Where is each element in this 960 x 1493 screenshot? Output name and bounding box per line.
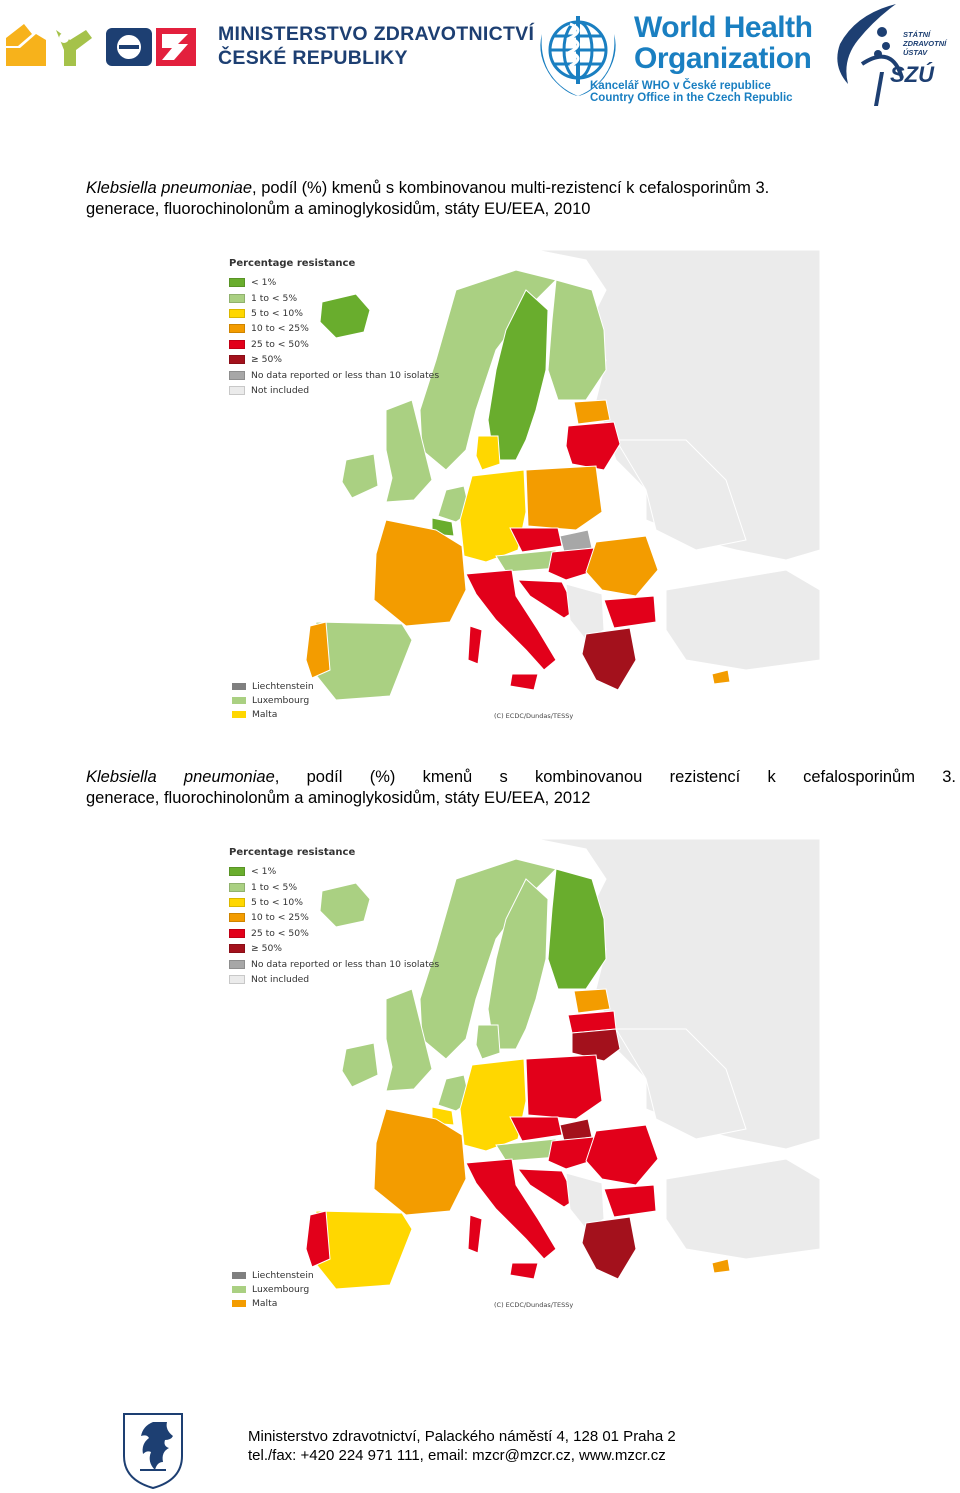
legend-item: < 1% [229,275,439,290]
small-country-item: Malta [232,1296,314,1310]
ministry-name: MINISTERSTVO ZDRAVOTNICTVÍ ČESKÉ REPUBLI… [218,22,534,70]
footer-address: Ministerstvo zdravotnictví, Palackého ná… [248,1427,676,1465]
caption-2010: Klebsiella pneumoniae, podíl (%) kmenů s… [86,178,956,220]
caption-2012-line1: Klebsiella pneumoniae, podíl (%) kmenů s… [86,767,956,788]
legend-2012: Percentage resistance < 1% 1 to < 5% 5 t… [229,847,439,987]
caption-2012: Klebsiella pneumoniae, podíl (%) kmenů s… [86,767,956,809]
legend-item: No data reported or less than 10 isolate… [229,956,439,971]
caption-2010-line1: Klebsiella pneumoniae, podíl (%) kmenů s… [86,178,956,199]
small-country-item: Luxembourg [232,1282,314,1296]
who-sub1: Kancelář WHO v České republice [590,80,771,92]
legend-item: ≥ 50% [229,941,439,956]
legend-item: < 1% [229,864,439,879]
legend-item: 10 to < 25% [229,321,439,336]
legend-item: No data reported or less than 10 isolate… [229,367,439,382]
legend-item: 10 to < 25% [229,910,439,925]
ministry-line2: ČESKÉ REPUBLIKY [218,47,408,69]
small-countries-legend-2012: Liechtenstein Luxembourg Malta [232,1268,314,1310]
who-emblem-icon [540,16,616,96]
small-countries-legend-2010: Liechtenstein Luxembourg Malta [232,679,314,721]
legend-item: 5 to < 10% [229,895,439,910]
legend-item: 25 to < 50% [229,926,439,941]
map-2012-graphic [305,839,820,1290]
legend-item: Not included [229,972,439,987]
who-name: World Health Organization [634,11,813,75]
szu-logo-icon: SZÚ [837,4,935,106]
caption-2012-line2: generace, fluorochinolonům a aminoglykos… [86,789,591,807]
footer-line1: Ministerstvo zdravotnictví, Palackého ná… [248,1428,676,1445]
map-2010: Percentage resistance < 1% 1 to < 5% 5 t… [226,250,820,724]
legend-item: ≥ 50% [229,352,439,367]
legend-item: 1 to < 5% [229,879,439,894]
caption-2010-rest: , podíl (%) kmenů s kombinovanou multi-r… [252,179,770,197]
who-line2: Organization [634,42,812,75]
map-credit: (C) ECDC/Dundas/TESSy [494,1301,574,1309]
legend-item: 5 to < 10% [229,306,439,321]
caption-2010-line2: generace, fluorochinolonům a aminoglykos… [86,200,591,218]
small-country-item: Luxembourg [232,693,314,707]
legend-item: Not included [229,383,439,398]
who-line1: World Health [634,11,813,44]
who-office: Kancelář WHO v České republice Country O… [590,80,793,104]
map-credit: (C) ECDC/Dundas/TESSy [494,712,574,720]
legend-2010: Percentage resistance < 1% 1 to < 5% 5 t… [229,258,439,398]
who-sub2: Country Office in the Czech Republic [590,92,793,104]
szu-mark: SZÚ [890,62,935,87]
szu-line2: ZDRAVOTNÍ [903,39,947,48]
legend-item: 1 to < 5% [229,290,439,305]
map-2010-graphic [305,250,820,701]
eu-cz-presidency-logo [6,24,196,66]
small-country-item: Liechtenstein [232,679,314,693]
legend-title: Percentage resistance [229,258,356,269]
legend-item: 25 to < 50% [229,337,439,352]
small-country-item: Liechtenstein [232,1268,314,1282]
caption-2012-rest: , podíl (%) kmenů s kombinovanou reziste… [274,768,956,786]
czech-coat-of-arms-icon [123,1413,183,1490]
legend-title: Percentage resistance [229,847,356,858]
szu-line1: STÁTNÍ [903,30,931,39]
szu-name: STÁTNÍ ZDRAVOTNÍ ÚSTAV [903,30,946,57]
szu-line3: ÚSTAV [903,48,928,57]
ministry-line1: MINISTERSTVO ZDRAVOTNICTVÍ [218,23,535,45]
footer-line2: tel./fax: +420 224 971 111, email: mzcr@… [248,1447,666,1464]
small-country-item: Malta [232,707,314,721]
caption-2010-species: Klebsiella pneumoniae [86,179,253,197]
caption-2012-species: Klebsiella pneumoniae [86,768,275,786]
map-2012: Percentage resistance < 1% 1 to < 5% 5 t… [226,839,820,1313]
